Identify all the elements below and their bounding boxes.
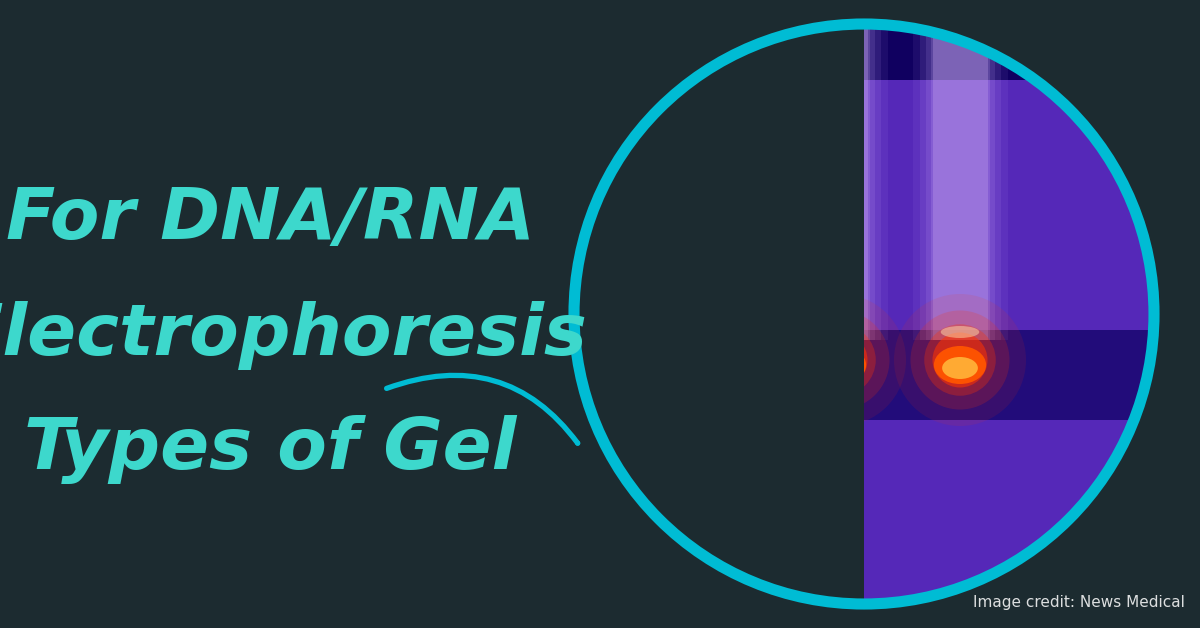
Ellipse shape [692, 332, 748, 387]
Ellipse shape [911, 310, 1009, 409]
Bar [919, 10, 1001, 340]
Ellipse shape [934, 346, 986, 384]
Bar [599, 452, 622, 464]
Ellipse shape [812, 332, 868, 387]
Ellipse shape [932, 332, 988, 387]
Bar [598, 314, 622, 326]
Ellipse shape [701, 326, 739, 338]
Bar [812, 10, 868, 340]
Bar [792, 10, 888, 340]
Circle shape [574, 24, 1154, 604]
Text: Types of Gel: Types of Gel [24, 416, 516, 484]
Bar [595, 189, 625, 201]
Bar [912, 10, 1008, 340]
Bar [925, 10, 995, 340]
Ellipse shape [821, 326, 859, 338]
Bar [932, 10, 988, 340]
Bar [574, 330, 1154, 420]
Bar [672, 10, 768, 340]
Ellipse shape [702, 357, 738, 379]
Bar [0, 0, 864, 628]
Text: Image credit: News Medical: Image credit: News Medical [973, 595, 1186, 610]
Bar [805, 10, 875, 340]
Bar [595, 214, 625, 226]
Ellipse shape [774, 294, 906, 426]
Ellipse shape [804, 324, 876, 396]
Ellipse shape [941, 326, 979, 338]
Bar [600, 476, 620, 488]
Ellipse shape [694, 346, 746, 384]
Bar [692, 10, 748, 340]
Ellipse shape [894, 294, 1026, 426]
Ellipse shape [684, 324, 756, 396]
Ellipse shape [814, 346, 866, 384]
Bar [930, 10, 990, 340]
Text: For DNA/RNA: For DNA/RNA [6, 185, 534, 254]
Ellipse shape [791, 310, 889, 409]
Ellipse shape [822, 357, 858, 379]
Bar [596, 266, 624, 278]
Ellipse shape [671, 310, 769, 409]
Text: Electrophoresis: Electrophoresis [0, 301, 587, 369]
Bar [810, 10, 870, 340]
Bar [690, 10, 750, 340]
Ellipse shape [942, 357, 978, 379]
Bar [599, 424, 622, 436]
Ellipse shape [654, 294, 786, 426]
Bar [598, 292, 623, 304]
Bar [685, 10, 755, 340]
FancyArrowPatch shape [386, 376, 577, 443]
Bar [595, 159, 625, 171]
Bar [602, 539, 618, 551]
Ellipse shape [924, 324, 996, 396]
Bar [574, 0, 1154, 80]
Bar [679, 10, 761, 340]
Bar [601, 502, 619, 514]
Bar [596, 242, 624, 254]
Bar [799, 10, 881, 340]
